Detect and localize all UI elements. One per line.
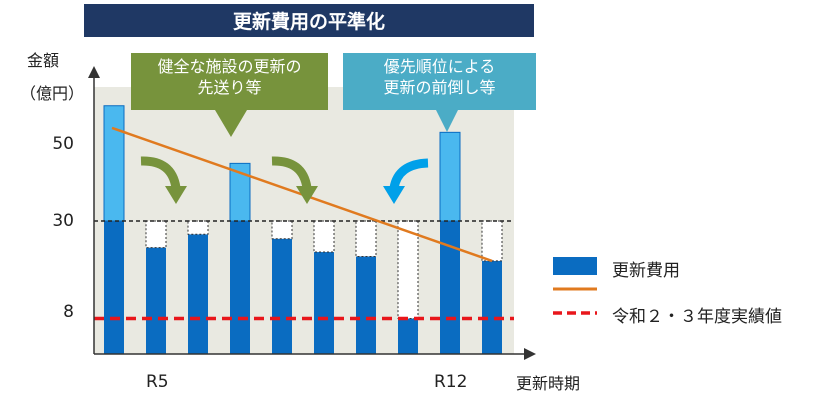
bar	[314, 252, 334, 354]
chart-title: 更新費用の平準化	[84, 4, 534, 37]
bar-deferred-gap	[313, 220, 335, 253]
legend-swatch-bar	[553, 257, 597, 275]
bar	[398, 318, 418, 354]
arrow-head-icon	[383, 186, 405, 204]
bar	[188, 234, 208, 354]
bar-excess	[103, 105, 125, 222]
y-tick-label: 50	[52, 134, 74, 154]
bar	[146, 247, 166, 354]
x-tick-label: R5	[146, 372, 169, 392]
curved-arrow-icon	[140, 156, 181, 189]
callout-green-text: 健全な施設の更新の 先送り等	[157, 57, 302, 97]
bar-deferred-gap	[355, 220, 377, 257]
x-tick-label: R12	[434, 372, 468, 392]
callout-blue-text: 優先順位による 更新の前倒し等	[383, 57, 496, 97]
bar-deferred-gap	[145, 220, 167, 249]
arrow-head-icon	[296, 186, 318, 204]
bar-excess	[439, 131, 461, 222]
bar-excess	[229, 162, 251, 222]
legend-label-reference: 令和２・３年度実績値	[612, 307, 782, 327]
callout-blue-box	[343, 53, 536, 132]
bar-deferred-gap	[271, 220, 293, 240]
y-tick-label: 30	[52, 211, 74, 231]
curved-arrow-icon	[271, 156, 312, 189]
bar	[482, 260, 502, 354]
legend-label-bar: 更新費用	[612, 261, 680, 281]
callout-green-box	[131, 53, 328, 137]
bar	[230, 221, 250, 354]
bar	[440, 221, 460, 354]
y-axis-unit: （億円）	[20, 84, 85, 103]
bar	[104, 221, 124, 354]
x-axis-label: 更新時期	[516, 374, 581, 393]
bar	[356, 256, 376, 354]
curved-arrow-icon	[389, 158, 429, 190]
bar	[272, 238, 292, 354]
bar-deferred-gap	[397, 220, 419, 320]
bar-deferred-gap	[187, 220, 209, 235]
bar-deferred-gap	[481, 220, 503, 262]
y-tick-label: 8	[63, 302, 74, 322]
arrow-head-icon	[165, 186, 187, 204]
y-axis-label: 金額	[27, 51, 60, 70]
